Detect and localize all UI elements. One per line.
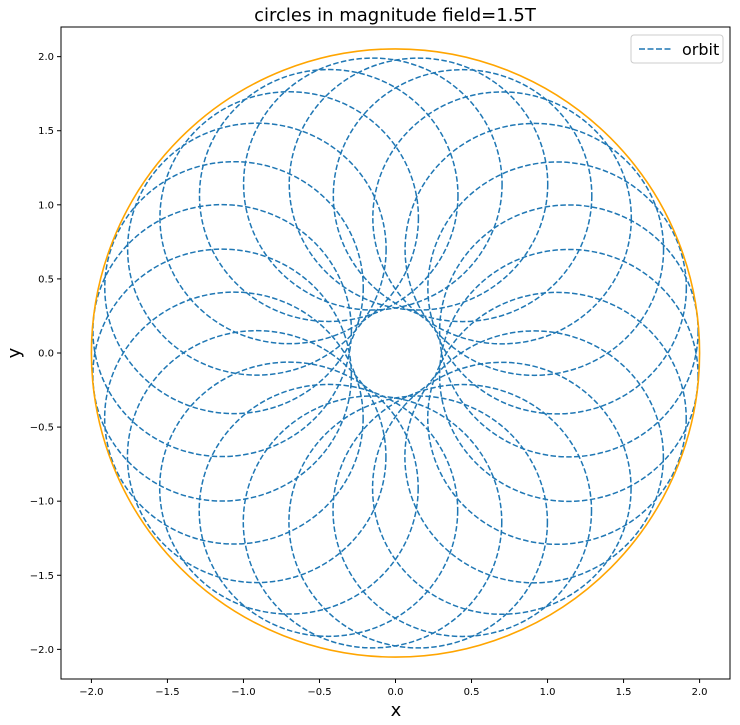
- orbit-circle: [198, 68, 459, 323]
- x-tick-label: −0.5: [307, 687, 331, 698]
- orbit-circle: [426, 291, 687, 546]
- x-tick-label: 0.5: [464, 687, 480, 698]
- y-tick-label: 2.0: [38, 52, 54, 63]
- orbit-circle: [103, 291, 364, 545]
- orbit-circle: [288, 57, 549, 311]
- orbit-circle: [404, 122, 665, 377]
- orbit-series: [92, 57, 699, 649]
- orbit-circle: [372, 91, 633, 345]
- y-tick-label: −1.0: [30, 497, 54, 508]
- y-axis-label: y: [4, 347, 25, 358]
- orbit-circle: [242, 57, 503, 311]
- legend-label-orbit: orbit: [682, 40, 719, 59]
- orbit-circle: [332, 68, 593, 323]
- y-tick-label: 1.0: [38, 200, 54, 211]
- y-tick-label: 0.5: [38, 274, 54, 285]
- orbit-circle: [438, 248, 699, 503]
- x-axis: −2.0 −1.5 −1.0 −0.5 0.0 0.5 1.0 1.5 2.0: [79, 679, 708, 698]
- plot-frame: [60, 26, 731, 680]
- orbit-circle: [126, 329, 387, 584]
- x-tick-label: −1.0: [231, 687, 255, 698]
- legend: orbit: [630, 34, 724, 64]
- y-tick-label: −2.0: [30, 645, 54, 656]
- orbit-circle: [92, 248, 353, 502]
- orbit-circle: [159, 91, 420, 345]
- chart-title: circles in magnitude field=1.5T: [254, 5, 537, 26]
- orbit-circle: [242, 395, 503, 649]
- y-tick-label: 1.5: [38, 126, 54, 137]
- orbit-circle: [198, 383, 459, 638]
- x-tick-label: 2.0: [692, 687, 708, 698]
- orbit-circle: [158, 361, 419, 615]
- orbit-circle: [332, 383, 593, 638]
- orbit-circle: [404, 330, 665, 584]
- orbit-circle: [104, 160, 365, 415]
- orbit-circle: [438, 204, 699, 458]
- orbit-circle: [288, 395, 549, 649]
- orbit-circle: [427, 161, 688, 415]
- orbit-circle: [126, 122, 387, 376]
- x-axis-label: x: [391, 700, 402, 721]
- plot-area: [60, 26, 731, 680]
- x-tick-label: −1.5: [155, 687, 179, 698]
- x-tick-label: −2.0: [79, 687, 103, 698]
- y-tick-label: −1.5: [30, 571, 54, 582]
- y-tick-label: 0.0: [38, 349, 54, 360]
- x-tick-label: 1.0: [540, 687, 556, 698]
- y-tick-label: −0.5: [30, 423, 54, 434]
- y-axis: −2.0 −1.5 −1.0 −0.5 0.0 0.5 1.0 1.5 2.0: [30, 52, 61, 656]
- boundary-circle: [90, 48, 701, 658]
- x-tick-label: 1.5: [616, 687, 632, 698]
- legend-frame: [630, 34, 724, 64]
- x-tick-label: 0.0: [388, 687, 404, 698]
- orbit-circle: [92, 203, 353, 458]
- orbit-circle: [371, 361, 632, 615]
